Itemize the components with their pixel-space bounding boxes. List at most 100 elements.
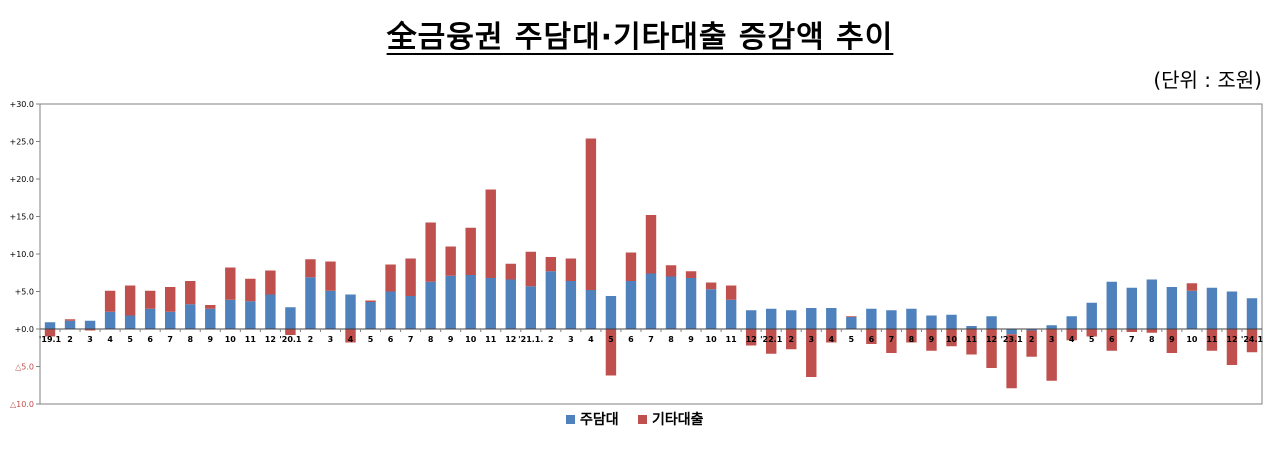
bar-other-loans bbox=[1186, 283, 1198, 291]
bar-mortgage bbox=[165, 311, 176, 329]
x-tick-label: 7 bbox=[648, 335, 654, 344]
x-tick-label: '23.1 bbox=[1000, 335, 1023, 344]
bar-other-loans bbox=[665, 265, 677, 277]
bar-other-loans bbox=[725, 285, 737, 300]
bar-mortgage bbox=[465, 275, 476, 329]
bar-other-loans bbox=[124, 285, 136, 316]
y-tick-label: +5.0 bbox=[15, 288, 34, 297]
bar-other-loans bbox=[205, 305, 216, 309]
x-tick-label: 11 bbox=[966, 335, 978, 344]
x-tick-label: 11 bbox=[726, 335, 738, 344]
unit-label: (단위 : 조원) bbox=[1153, 68, 1262, 92]
y-tick-label: +10.0 bbox=[9, 250, 34, 259]
bar-other-loans bbox=[1026, 330, 1037, 357]
bar-other-loans bbox=[465, 227, 476, 275]
y-tick-label: +20.0 bbox=[9, 175, 34, 184]
x-tick-label: '19.1 bbox=[39, 335, 62, 344]
bar-other-loans bbox=[705, 282, 717, 290]
bar-other-loans bbox=[645, 215, 657, 274]
y-tick-label: +25.0 bbox=[9, 138, 34, 147]
bar-other-loans bbox=[565, 258, 577, 281]
x-tick-label: 5 bbox=[849, 335, 855, 344]
bar-mortgage bbox=[946, 314, 957, 329]
x-tick-label: 8 bbox=[187, 335, 193, 344]
bar-other-loans bbox=[1166, 329, 1178, 353]
x-tick-label: 11 bbox=[245, 335, 257, 344]
bar-mortgage bbox=[225, 299, 236, 329]
bar-other-loans bbox=[1106, 329, 1117, 351]
y-tick-label: △5.0 bbox=[15, 363, 34, 372]
bar-mortgage bbox=[986, 316, 997, 329]
bar-other-loans bbox=[405, 258, 416, 296]
x-tick-label: 7 bbox=[1129, 335, 1135, 344]
x-tick-label: 6 bbox=[147, 335, 153, 344]
bar-mortgage bbox=[1046, 325, 1057, 329]
x-tick-label: 5 bbox=[368, 335, 374, 344]
x-tick-label: '20.1 bbox=[279, 335, 302, 344]
bar-other-loans bbox=[44, 329, 56, 337]
bar-other-loans bbox=[866, 329, 877, 344]
bar-mortgage bbox=[1226, 291, 1238, 329]
bar-mortgage bbox=[886, 310, 897, 329]
bar-other-loans bbox=[365, 300, 376, 302]
x-tick-label: 6 bbox=[388, 335, 394, 344]
bar-other-loans bbox=[245, 278, 256, 302]
bar-mortgage bbox=[525, 286, 537, 329]
bar-mortgage bbox=[1126, 287, 1137, 329]
bar-mortgage bbox=[425, 281, 436, 329]
bar-other-loans bbox=[946, 329, 957, 347]
bar-other-loans bbox=[605, 329, 617, 376]
x-tick-label: 5 bbox=[127, 335, 133, 344]
legend-label-mortgage: 주담대 bbox=[580, 411, 619, 428]
x-tick-label: 10 bbox=[1186, 335, 1198, 344]
bar-mortgage bbox=[265, 294, 276, 329]
x-tick-label: 4 bbox=[829, 335, 835, 344]
bar-mortgage bbox=[826, 308, 837, 329]
x-tick-label: 9 bbox=[688, 335, 694, 344]
x-tick-label: '22.1 bbox=[760, 335, 783, 344]
bar-mortgage bbox=[1086, 302, 1097, 329]
bar-other-loans bbox=[1246, 329, 1258, 353]
bar-other-loans bbox=[104, 290, 116, 312]
bar-other-loans bbox=[625, 252, 637, 281]
y-tick-label: +30.0 bbox=[9, 100, 34, 109]
x-tick-label: 2 bbox=[548, 335, 554, 344]
bar-other-loans bbox=[165, 287, 176, 312]
bar-mortgage bbox=[445, 275, 456, 329]
x-tick-label: 12 bbox=[746, 335, 757, 344]
chart-title: 全금융권 주담대·기타대출 증감액 추이 bbox=[386, 20, 894, 55]
bar-other-loans bbox=[745, 329, 757, 346]
x-tick-label: 2 bbox=[308, 335, 314, 344]
x-tick-label: 8 bbox=[1149, 335, 1155, 344]
bar-mortgage bbox=[405, 296, 416, 329]
x-tick-label: 9 bbox=[207, 335, 213, 344]
bar-other-loans bbox=[1126, 329, 1137, 332]
x-tick-label: 11 bbox=[485, 335, 497, 344]
bar-mortgage bbox=[1006, 329, 1017, 335]
x-tick-label: 2 bbox=[788, 335, 794, 344]
bar-mortgage bbox=[545, 271, 557, 329]
bar-other-loans bbox=[685, 271, 697, 278]
bar-mortgage bbox=[846, 317, 857, 329]
legend-swatch-mortgage bbox=[566, 415, 575, 424]
bar-mortgage bbox=[906, 308, 917, 329]
bar-other-loans bbox=[585, 138, 597, 290]
bar-other-loans bbox=[325, 261, 336, 291]
x-tick-label: 11 bbox=[1206, 335, 1218, 344]
bar-mortgage bbox=[345, 294, 356, 329]
x-tick-label: 4 bbox=[588, 335, 594, 344]
bar-mortgage bbox=[144, 308, 156, 329]
bar-mortgage bbox=[1106, 281, 1117, 329]
bar-other-loans bbox=[906, 329, 917, 343]
bar-mortgage bbox=[585, 290, 597, 329]
legend-swatch-other-loans bbox=[638, 415, 647, 424]
x-tick-label: 4 bbox=[348, 335, 354, 344]
x-tick-label: '21.1. bbox=[518, 335, 543, 344]
x-tick-label: 3 bbox=[1049, 335, 1055, 344]
bar-other-loans bbox=[485, 189, 496, 278]
x-tick-label: 9 bbox=[1169, 335, 1175, 344]
bar-mortgage bbox=[485, 278, 496, 329]
bar-mortgage bbox=[84, 320, 96, 329]
bar-mortgage bbox=[966, 326, 977, 329]
x-tick-label: 7 bbox=[408, 335, 414, 344]
